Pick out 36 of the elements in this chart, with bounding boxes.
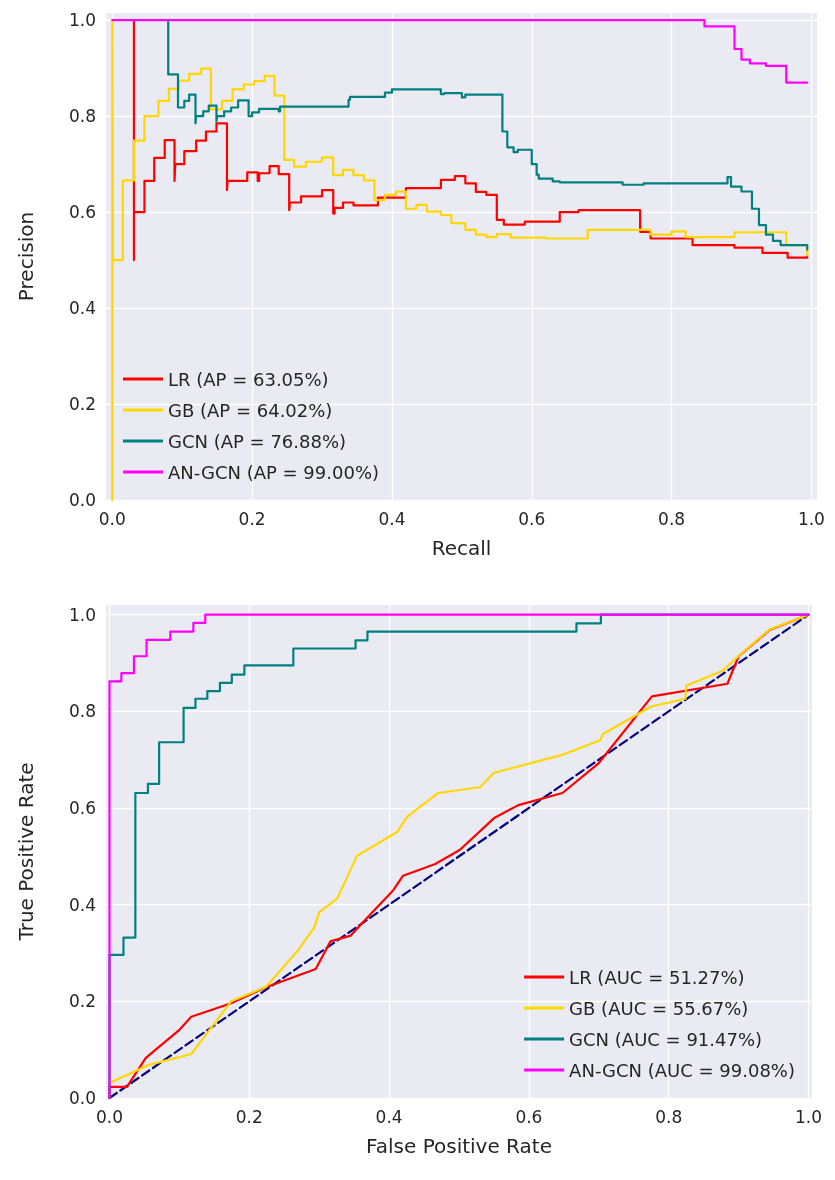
y-tick-label: 1.0 [68,10,96,31]
x-tick-label: 0.6 [518,508,546,529]
x-tick-label: 1.0 [794,1106,823,1127]
y-axis-title: Precision [14,211,38,302]
legend-label: LR (AP = 63.05%) [168,368,329,390]
legend-label: GB (AUC = 55.67%) [569,997,749,1019]
y-tick-label: 0.8 [68,106,96,127]
x-tick-label: 0.0 [98,508,126,529]
x-tick-label: 0.2 [238,508,266,529]
x-tick-label: 0.0 [95,1106,124,1127]
y-tick-label: 1.0 [68,604,96,625]
x-tick-label: 0.8 [658,508,686,529]
legend-label: AN-GCN (AUC = 99.08%) [569,1059,796,1081]
legend-label: GCN (AP = 76.88%) [168,430,347,452]
y-tick-label: 0.4 [68,298,96,319]
y-tick-label: 0.0 [68,1088,96,1108]
y-tick-label: 0.2 [68,991,96,1012]
x-tick-label: 1.0 [797,508,825,529]
x-axis-title: False Positive Rate [366,1134,552,1158]
y-axis-title: True Positive Rate [14,762,38,942]
y-tick-label: 0.2 [68,394,96,415]
x-tick-label: 0.2 [235,1106,263,1127]
y-tick-label: 0.6 [68,798,96,818]
legend-label: GB (AP = 64.02%) [168,399,333,421]
x-axis-title: Recall [431,536,492,560]
x-tick-label: 0.4 [378,508,406,529]
legend-label: GCN (AUC = 91.47%) [569,1028,763,1050]
x-tick-label: 0.4 [375,1106,403,1127]
legend-label: LR (AUC = 51.27%) [569,966,745,988]
x-tick-label: 0.8 [655,1106,683,1127]
y-tick-label: 0.6 [68,202,96,223]
y-tick-label: 0.0 [68,490,96,510]
legend-label: AN-GCN (AP = 99.00%) [168,461,380,483]
x-tick-label: 0.6 [515,1106,543,1127]
y-tick-label: 0.8 [68,701,96,722]
y-tick-label: 0.4 [68,894,96,915]
